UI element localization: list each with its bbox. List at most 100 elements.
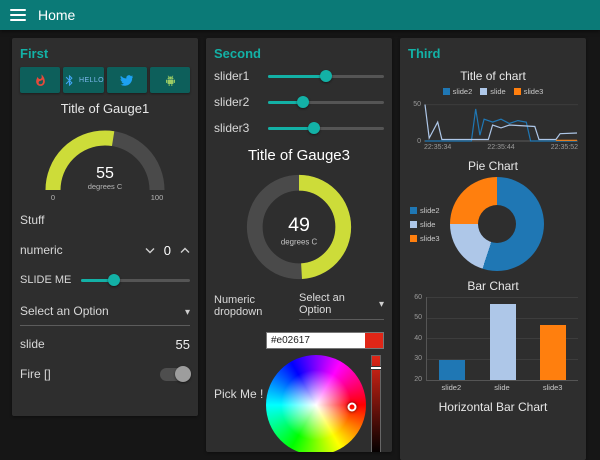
gauge1-value-arc <box>45 130 165 191</box>
slider-track[interactable] <box>268 127 384 130</box>
toggle-knob[interactable] <box>175 365 191 382</box>
wheel-selector[interactable] <box>347 402 357 412</box>
hex-value: #e02617 <box>271 335 310 346</box>
stuff-text: Stuff <box>20 208 190 232</box>
header-bar: Home <box>0 0 600 30</box>
gauge1: 55 degrees C 0 100 <box>45 130 165 202</box>
line-chart-xlabels: 22:35:34 22:35:44 22:35:52 <box>424 144 578 151</box>
slider-knob[interactable] <box>296 96 309 108</box>
bar-chart-title: Bar Chart <box>467 279 519 293</box>
slider-knob[interactable] <box>107 274 120 286</box>
numeric-dropdown-select[interactable]: Select an Option <box>298 292 384 320</box>
fire-switch-label: Fire [] <box>20 367 51 381</box>
bar-chart-xlabels: slide2 slide slide3 <box>426 383 578 392</box>
x-tick-label: 22:35:44 <box>487 144 515 151</box>
slider1[interactable] <box>268 69 384 83</box>
x-tick-label: slide2 <box>441 383 462 392</box>
legend-label: slide <box>490 87 506 96</box>
y-tick-label: 20 <box>414 375 422 383</box>
legend-item-slide[interactable]: slide <box>410 220 440 229</box>
slider1-label: slider1 <box>214 69 250 83</box>
slider-track[interactable] <box>268 101 384 104</box>
group-first-title: First <box>20 46 49 61</box>
value-bar-handle[interactable] <box>370 366 382 370</box>
slide-me-slider[interactable] <box>81 273 190 287</box>
pie-chart <box>449 177 544 271</box>
gauge3-value: 49 <box>288 214 310 236</box>
group-second-title: Second <box>214 46 261 61</box>
gridline <box>427 297 578 298</box>
legend-swatch <box>410 206 417 214</box>
slider-fill <box>268 75 326 78</box>
gauge3: 49 degrees C <box>246 174 352 280</box>
gauge3-title: Title of Gauge3 <box>247 147 350 164</box>
y-tick-label: 30 <box>414 355 422 362</box>
y-tick-label: 40 <box>414 334 422 342</box>
line-chart-legend: slide2 slide slide3 <box>408 87 578 96</box>
slider-fill <box>268 101 303 104</box>
fire-toggle[interactable] <box>160 365 191 382</box>
legend-swatch <box>410 234 417 242</box>
bluetooth-icon <box>65 74 73 86</box>
numeric-label: numeric <box>20 243 63 257</box>
hbar-chart-title: Horizontal Bar Chart <box>438 400 548 414</box>
value-bar[interactable] <box>370 355 382 452</box>
x-tick-label: slide <box>494 383 510 392</box>
chevron-down-icon <box>379 298 384 310</box>
legend-item-slide3[interactable]: slide3 <box>410 234 440 243</box>
legend-label: slide3 <box>420 233 440 243</box>
legend-swatch <box>513 88 521 95</box>
chevron-down-icon[interactable] <box>145 247 155 254</box>
legend-item-slide3[interactable]: slide3 <box>513 87 544 96</box>
dashboard-body: First HELLO <box>0 30 600 460</box>
legend-item-slide2[interactable]: slide2 <box>442 87 472 96</box>
gauge3-units: degrees C <box>281 238 318 247</box>
pie-chart-title: Pie Chart <box>467 159 519 173</box>
legend-item-slide2[interactable]: slide2 <box>410 206 440 215</box>
x-tick-label: 22:35:34 <box>424 144 452 151</box>
fire-switch-row: Fire [] <box>20 362 191 386</box>
line-chart: 50 0 <box>408 99 578 145</box>
slider3-widget: slider3 <box>214 121 384 135</box>
numeric-widget: numeric 0 <box>20 238 190 262</box>
line-chart-ylabels: 50 0 <box>408 99 424 145</box>
colour-picker-main: #e02617 <box>266 332 384 452</box>
slide-me-label: SLIDE ME <box>20 274 72 286</box>
pie-chart-block: slide2 slide slide3 <box>408 177 578 271</box>
gauge1-value: 55 <box>96 165 114 182</box>
colour-wheel[interactable] <box>266 355 366 452</box>
gauge3-value-arc <box>246 174 352 280</box>
bluetooth-hello-button[interactable]: HELLO <box>63 67 104 93</box>
twitter-icon <box>120 74 134 86</box>
slider2[interactable] <box>268 95 384 109</box>
twitter-button[interactable] <box>106 67 147 93</box>
slide-me-widget: SLIDE ME <box>20 268 190 292</box>
option-dropdown[interactable]: Select an Option <box>20 302 190 326</box>
gauge1-units: degrees C <box>88 182 123 191</box>
option-dropdown-value: Select an Option <box>20 304 109 318</box>
legend-label: slide3 <box>523 87 544 96</box>
series-slide2 <box>425 108 577 142</box>
slider1-widget: slider1 <box>214 69 384 83</box>
colour-picker-label: Pick Me ! <box>214 386 264 401</box>
bar-chart-ylabels: 20 30 40 50 60 <box>408 294 426 383</box>
hex-input[interactable]: #e02617 <box>266 332 384 349</box>
slider-knob[interactable] <box>320 70 332 82</box>
slider-knob[interactable] <box>308 122 321 134</box>
wheel-row <box>266 355 384 452</box>
gauge1-max: 100 <box>151 193 164 202</box>
pie-chart-legend: slide2 slide slide3 <box>408 206 440 243</box>
fire-button[interactable] <box>20 67 61 93</box>
android-button[interactable] <box>150 67 191 93</box>
legend-swatch <box>442 88 450 95</box>
y-tick-label: 0 <box>417 137 421 145</box>
group-third: Third Title of chart slide2 slide slide3 5… <box>400 38 586 460</box>
bar-slide3 <box>539 324 566 380</box>
legend-item-slide[interactable]: slide <box>480 87 506 96</box>
slider3[interactable] <box>268 121 384 135</box>
slider-track[interactable] <box>81 279 190 282</box>
menu-icon[interactable] <box>10 9 26 21</box>
chevron-up-icon[interactable] <box>180 247 190 254</box>
slider-fill <box>81 279 114 282</box>
